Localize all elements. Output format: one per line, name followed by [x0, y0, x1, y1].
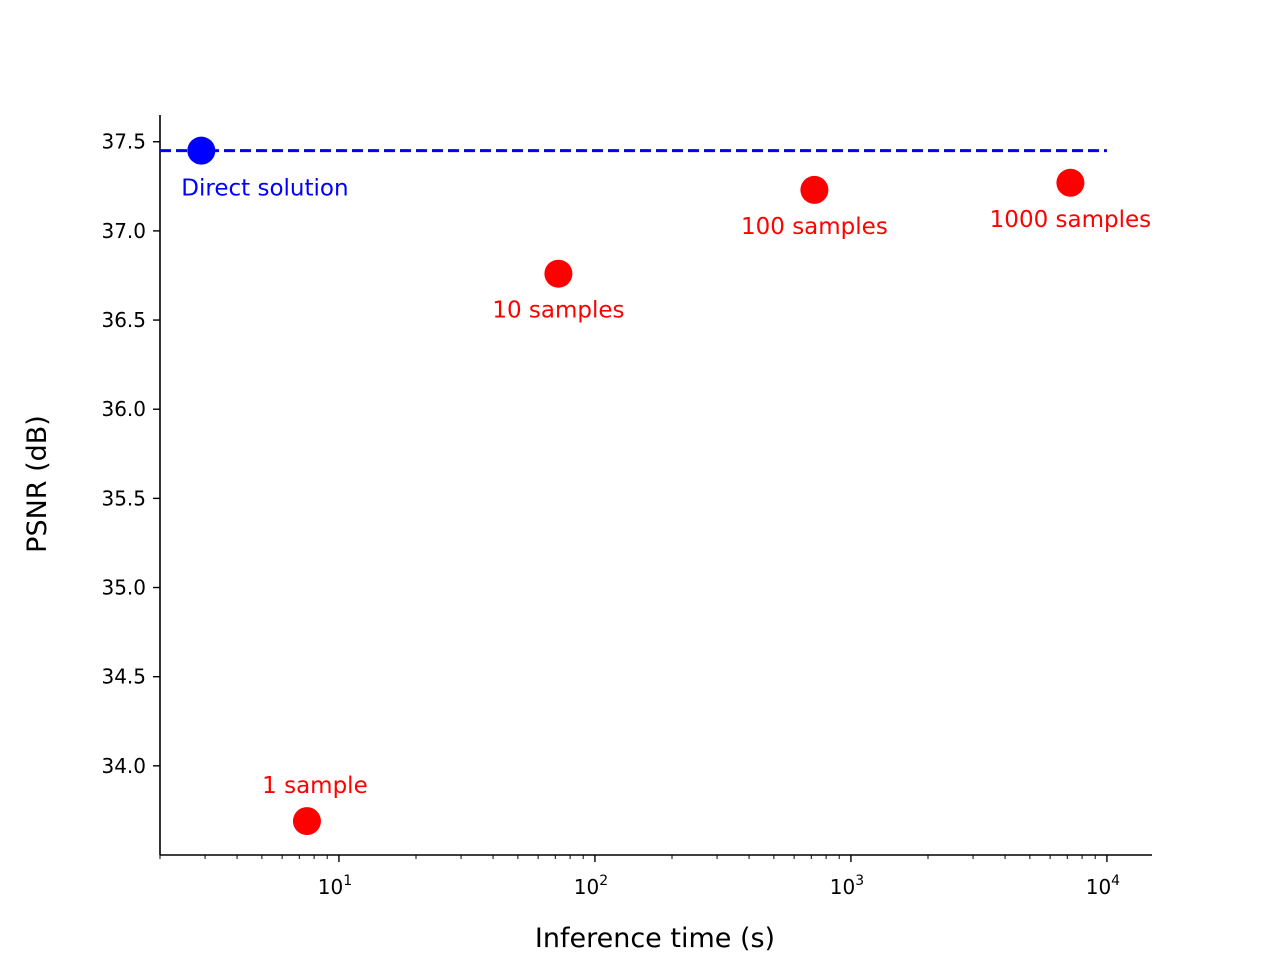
x-tick-label: 103 [830, 873, 864, 899]
x-tick-label: 101 [318, 873, 352, 899]
point-label: 10 samples [492, 298, 624, 324]
data-point [800, 175, 829, 204]
x-tick-label: 102 [574, 873, 608, 899]
point-label: 1000 samples [990, 207, 1151, 233]
y-tick-label: 37.5 [101, 130, 146, 154]
y-tick-label: 37.0 [101, 219, 146, 243]
data-point [292, 807, 321, 836]
data-point [1056, 168, 1085, 197]
y-tick-label: 35.0 [101, 576, 146, 600]
point-label: 1 sample [262, 773, 368, 799]
point-label: 100 samples [741, 214, 888, 240]
point-label: Direct solution [181, 176, 348, 202]
plot-area: 34.0 34.5 35.0 35.5 36.0 36.5 37.0 37.5 101 102 10… [101, 115, 1152, 899]
x-axis-label: Inference time (s) [535, 923, 775, 954]
x-tick-label: 104 [1086, 873, 1120, 899]
y-tick-label: 34.5 [101, 665, 146, 689]
y-tick-label: 35.5 [101, 486, 146, 510]
data-point [544, 259, 573, 288]
data-point [187, 136, 216, 165]
y-axis-label: PSNR (dB) [22, 415, 53, 553]
y-tick-label: 36.5 [101, 308, 146, 332]
y-tick-label: 34.0 [101, 754, 146, 778]
y-tick-label: 36.0 [101, 397, 146, 421]
